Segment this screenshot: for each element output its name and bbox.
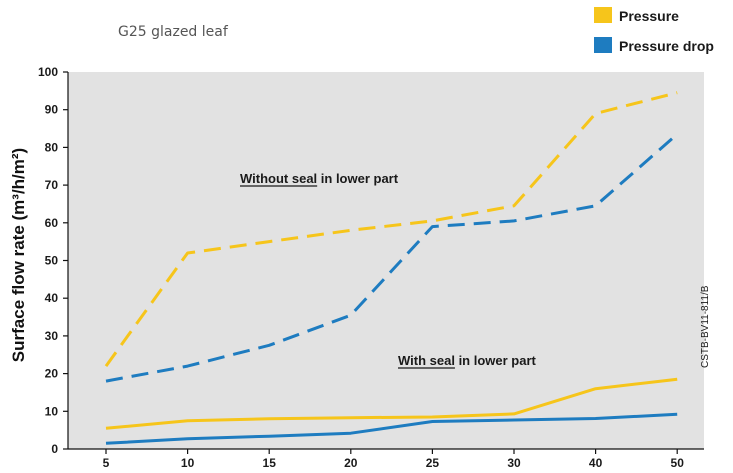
annotation-with-seal-rest: in lower part [455, 353, 537, 368]
y-tick-label: 20 [45, 367, 59, 381]
legend-label-pressure-drop: Pressure drop [619, 38, 714, 54]
plot-area [68, 72, 704, 449]
y-tick-label: 50 [45, 254, 59, 268]
series-line-pressure-drop-without-seal [105, 133, 679, 383]
series-line-pressure-drop-with-seal [105, 412, 678, 445]
x-axis: 5 10 15 20 25 30 40 50 [68, 448, 704, 470]
x-tick-label: 15 [263, 456, 277, 470]
y-tick-label: 90 [45, 103, 59, 117]
legend-swatch-pressure [594, 7, 612, 23]
annotation-with-seal-underlined: With seal [398, 353, 455, 368]
annotation-with-seal: With seal in lower part [398, 353, 537, 368]
y-axis-label: Surface flow rate (m³/h/m²) [9, 148, 28, 362]
y-tick-label: 100 [38, 65, 58, 79]
x-tick-label: 5 [103, 456, 110, 470]
y-axis: 0 10 20 30 40 50 60 70 80 90 100 [38, 65, 69, 456]
series-layer [104, 91, 679, 445]
x-tick-label: 20 [344, 456, 358, 470]
legend: Pressure Pressure drop [594, 7, 714, 54]
x-tick-label: 50 [671, 456, 685, 470]
legend-label-pressure: Pressure [619, 8, 679, 24]
x-tick-label: 40 [589, 456, 603, 470]
annotation-without-seal: Without seal in lower part [240, 171, 399, 186]
chart-title: G25 glazed leaf [118, 24, 229, 40]
y-tick-label: 60 [45, 216, 59, 230]
y-tick-label: 30 [45, 329, 59, 343]
y-tick-label: 80 [45, 140, 59, 154]
annotation-without-seal-rest: in lower part [317, 171, 399, 186]
y-tick-label: 10 [45, 404, 59, 418]
x-tick-label: 10 [181, 456, 195, 470]
series-line-pressure-with-seal [105, 377, 678, 430]
x-tick-label: 25 [426, 456, 440, 470]
y-tick-label: 40 [45, 291, 59, 305]
series-line-pressure-without-seal [104, 91, 678, 367]
x-tick-label: 30 [507, 456, 521, 470]
y-tick-label: 0 [51, 442, 58, 456]
legend-swatch-pressure-drop [594, 37, 612, 53]
reference-code: CSTB-BV11-811/B [700, 285, 711, 368]
annotation-without-seal-underlined: Without seal [240, 171, 317, 186]
y-tick-label: 70 [45, 178, 59, 192]
